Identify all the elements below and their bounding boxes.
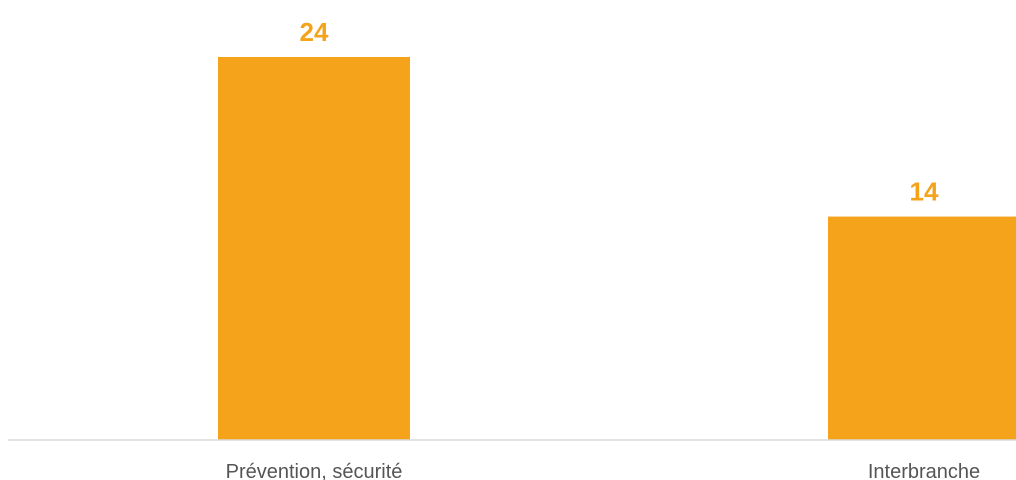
bars-group [218,57,1016,440]
bar-value-label-1: 14 [910,177,939,207]
bar-value-label-0: 24 [300,17,329,47]
category-label-0: Prévention, sécurité [226,461,403,480]
value-labels-group: 24 14 [300,17,939,207]
bar-0 [218,57,410,440]
category-label-1: Interbranche [868,461,980,480]
bar-1 [828,216,1016,440]
category-labels-group: Prévention, sécurité Interbranche [226,461,981,480]
